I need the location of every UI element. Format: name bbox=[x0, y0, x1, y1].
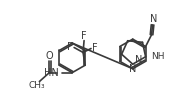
Text: N: N bbox=[135, 55, 143, 65]
Text: CH₃: CH₃ bbox=[28, 81, 45, 90]
Text: O: O bbox=[45, 51, 53, 61]
Text: F: F bbox=[92, 42, 98, 52]
Text: F: F bbox=[67, 42, 73, 52]
Text: F: F bbox=[81, 31, 87, 41]
Text: HN: HN bbox=[43, 68, 58, 78]
Text: NH: NH bbox=[152, 52, 165, 61]
Text: N: N bbox=[129, 64, 136, 74]
Text: N: N bbox=[150, 14, 157, 24]
